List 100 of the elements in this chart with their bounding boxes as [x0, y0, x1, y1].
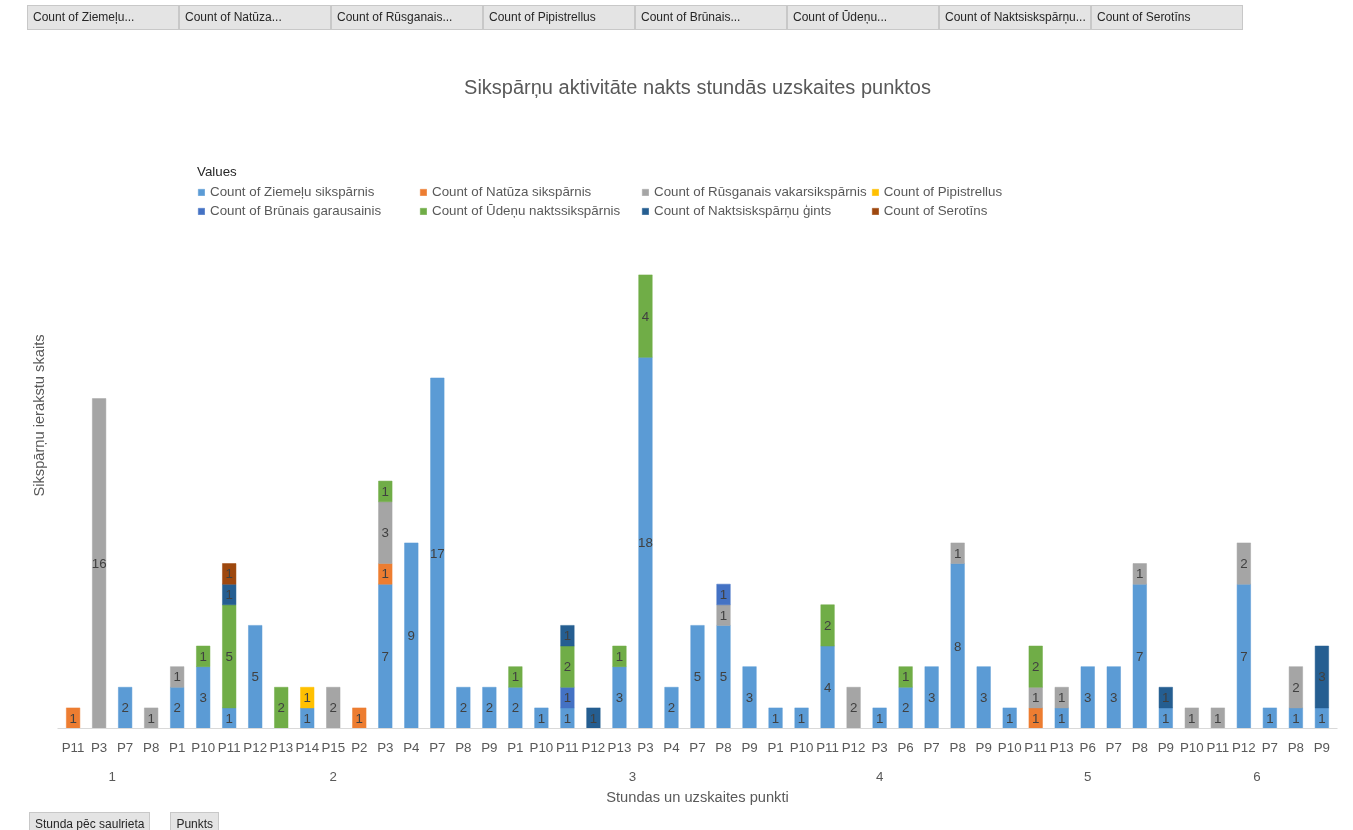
bar — [1132, 563, 1147, 585]
text: Count of Brūnais... — [635, 5, 787, 31]
data-label: 1 — [719, 607, 728, 623]
data-label: 1 — [1136, 566, 1144, 582]
data-label: 2 — [485, 700, 494, 716]
data-label: 2 — [459, 700, 468, 716]
y-axis-title: Sikspārņu ierakstu skaits — [30, 334, 47, 497]
data-label: 1 — [1318, 710, 1326, 726]
text: Count of Pipistrellus — [483, 5, 635, 31]
bar — [1236, 583, 1251, 729]
bar — [482, 687, 497, 729]
data-label: 2 — [121, 700, 129, 716]
x-tick-label: P8 — [455, 739, 472, 755]
bar — [846, 687, 861, 729]
data-label: 2 — [667, 700, 676, 716]
legend-label: Count of Pipistrellus — [883, 184, 1004, 199]
x-tick-label: P12 — [243, 739, 268, 755]
bar — [976, 666, 991, 729]
data-label: 2 — [563, 659, 572, 675]
text: 2 — [329, 768, 337, 784]
data-label: 1 — [225, 586, 233, 602]
bar — [950, 563, 965, 729]
legend-label: Count of Ūdeņu naktssikspārnis — [432, 203, 622, 218]
data-label: 1 — [225, 710, 233, 726]
data-label: 2 — [849, 700, 858, 716]
x-tick-label: P11 — [556, 739, 579, 755]
legend-label: Count of Serotīns — [883, 203, 989, 218]
bar — [612, 666, 627, 729]
legend-title: Values — [197, 164, 238, 179]
data-label: 18 — [638, 535, 653, 551]
data-label: 3 — [1110, 690, 1118, 706]
data-label: 1 — [589, 710, 598, 726]
data-label: 1 — [875, 710, 884, 726]
bar — [716, 583, 731, 606]
data-label: 1 — [563, 628, 572, 644]
bar — [508, 687, 523, 729]
x-tick-label: P7 — [689, 739, 706, 755]
x-tick-label: P7 — [923, 739, 940, 755]
x-tick-label: P14 — [295, 739, 320, 755]
x-tick-label: P7 — [116, 739, 134, 755]
data-label: 1 — [563, 690, 572, 706]
data-label: 2 — [1032, 659, 1040, 675]
data-label: 1 — [953, 545, 962, 561]
bar — [222, 563, 237, 585]
x-tick-label: P9 — [1157, 739, 1174, 755]
data-label: 1 — [355, 710, 363, 726]
data-label: 4 — [641, 308, 650, 324]
bar — [378, 583, 393, 729]
bar — [66, 707, 81, 729]
x-tick-label: P3 — [90, 739, 108, 755]
x-tick-label: P1 — [767, 739, 784, 755]
bar — [404, 542, 419, 729]
bar — [1158, 687, 1173, 709]
data-label: 9 — [407, 628, 416, 644]
bar — [1184, 707, 1199, 729]
x-tick-label: P1 — [507, 739, 524, 755]
x-tick-label: P8 — [1287, 739, 1305, 755]
bar — [222, 604, 237, 709]
x-tick-label: P6 — [897, 739, 914, 755]
data-label: 3 — [979, 690, 988, 706]
data-label: 1 — [1266, 710, 1274, 726]
bar — [170, 687, 185, 729]
bar — [924, 666, 939, 729]
legend-label: Count of Natūza sikspārnis — [432, 184, 593, 199]
bar — [560, 645, 575, 688]
data-label: 8 — [953, 638, 962, 654]
text: Count of Natūza... — [179, 5, 331, 31]
text: Stunda pēc saulrieta — [29, 812, 151, 830]
x-tick-label: P4 — [663, 739, 681, 755]
x-tick-label: P2 — [351, 739, 368, 755]
bar — [716, 625, 731, 729]
data-label: 1 — [1214, 710, 1222, 726]
bar — [638, 357, 653, 729]
x-tick-label: P1 — [169, 739, 186, 755]
bar — [690, 625, 705, 729]
data-label: 3 — [199, 690, 207, 706]
data-label: 2 — [1240, 556, 1248, 572]
x-tick-label: P3 — [637, 739, 654, 755]
data-label: 1 — [1032, 690, 1040, 706]
x-tick-label: P9 — [975, 739, 992, 755]
data-label: 1 — [1292, 710, 1300, 726]
bar — [118, 687, 133, 729]
x-tick-label: P10 — [529, 739, 554, 755]
data-label: 3 — [381, 525, 390, 541]
bar — [1314, 645, 1329, 709]
x-tick-label: P10 — [191, 739, 216, 755]
x-axis-title: Stundas un uzskaites punkti — [606, 788, 789, 805]
bar — [820, 645, 835, 729]
data-label: 1 — [381, 566, 390, 582]
text: Count of Ūdeņu... — [787, 5, 939, 31]
bar — [430, 377, 445, 729]
bar — [300, 687, 315, 709]
bar — [196, 645, 211, 667]
data-label: 1 — [563, 710, 572, 726]
x-tick-label: P10 — [997, 739, 1022, 755]
data-label: 1 — [303, 710, 311, 726]
x-tick-label: P7 — [429, 739, 446, 755]
legend-label: Count of Brūnais garausainis — [210, 203, 383, 218]
text: Count of Ziemeļu... — [27, 5, 179, 31]
bar — [1106, 666, 1121, 729]
